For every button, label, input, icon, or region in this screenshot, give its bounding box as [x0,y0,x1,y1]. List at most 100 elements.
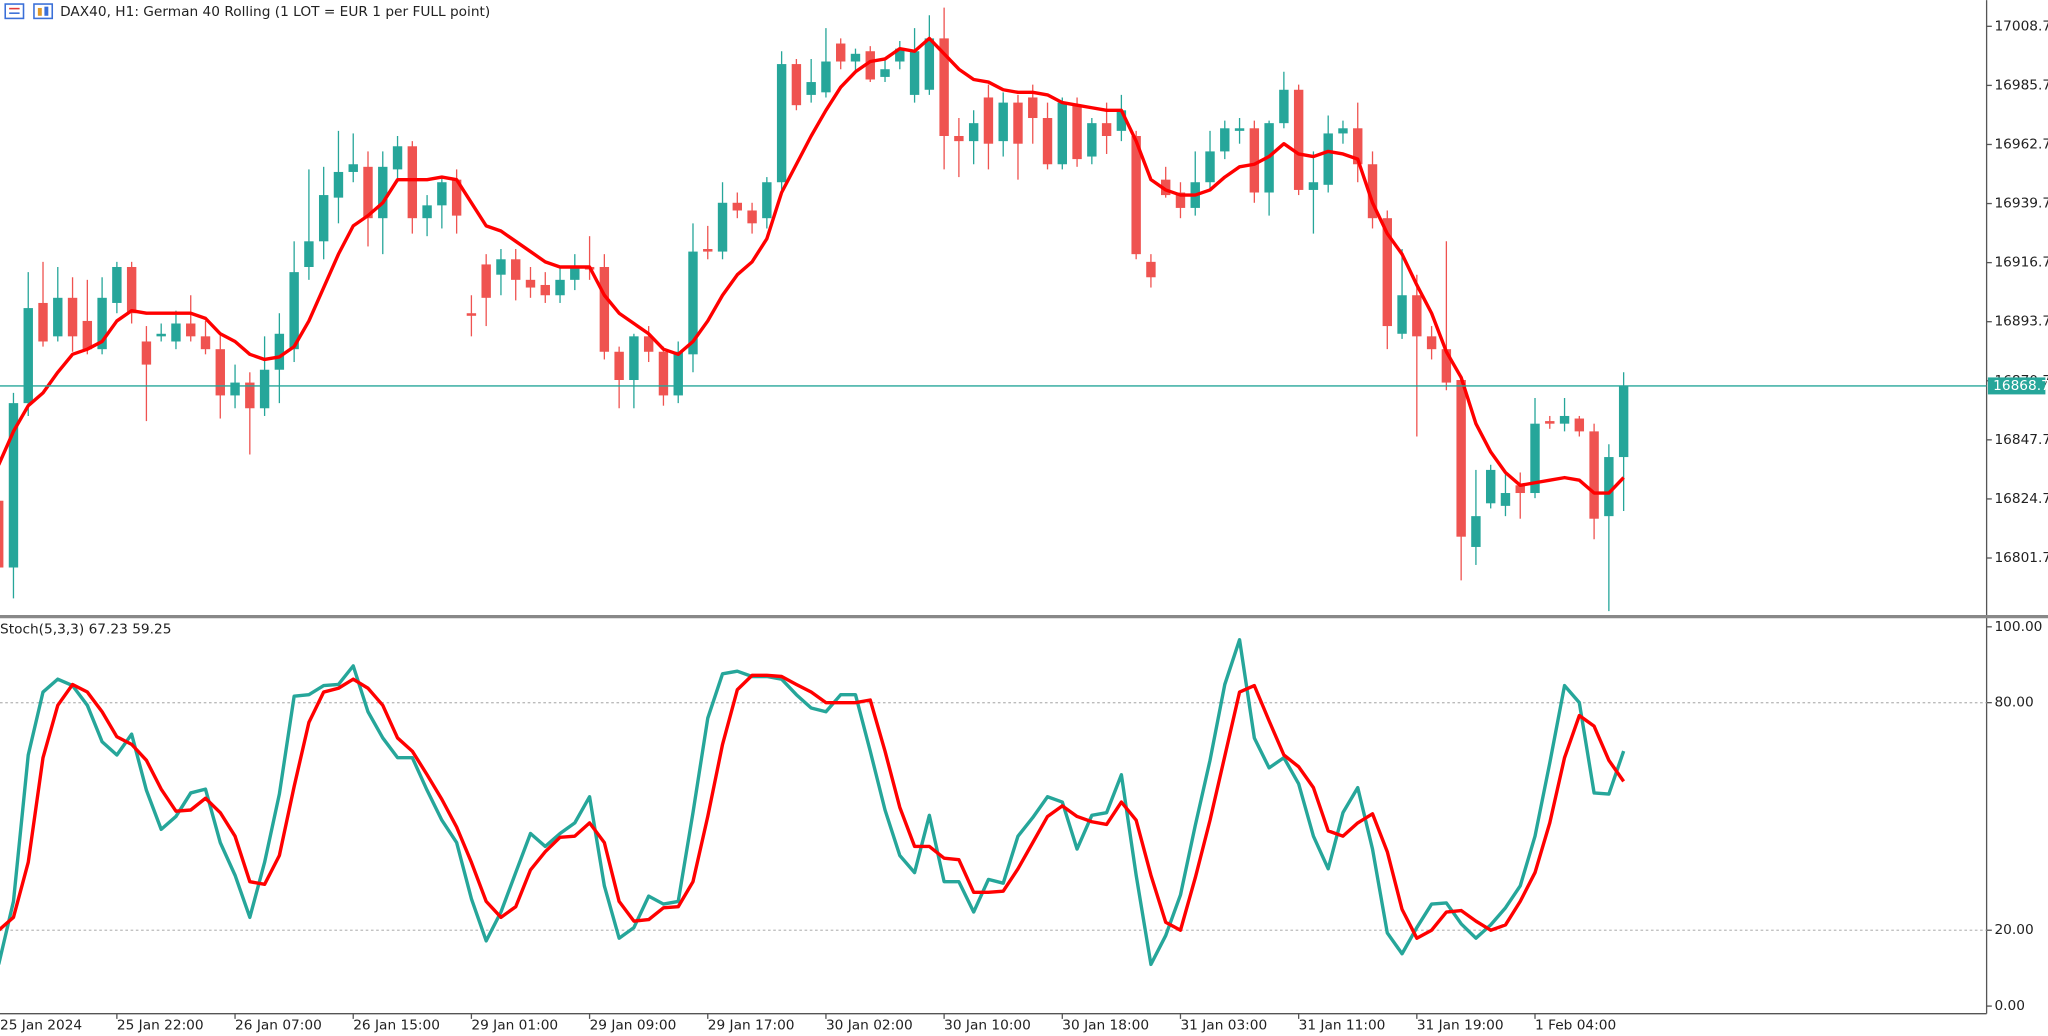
x-tick-label: 31 Jan 03:00 [1180,1017,1267,1033]
candle-body [555,279,565,296]
x-tick-label: 26 Jan 07:00 [235,1017,322,1033]
candle-body [614,351,624,381]
candle-body [407,146,418,219]
stoch-line [0,673,1626,940]
candle-body [496,259,506,275]
candle-body [1471,516,1481,547]
y-tick-label: 16939.7 [1994,196,2048,212]
y-tick-label: 16985.7 [1994,77,2048,93]
candle-body [1397,295,1407,334]
candle-body [1042,118,1053,165]
candle-body [747,210,757,224]
candle-body [1249,128,1260,193]
candle-body [599,266,610,352]
candle-body [304,241,314,267]
candle-body [525,279,536,288]
candle-body [895,48,905,62]
candle-body [850,53,861,62]
candle-body [53,297,63,337]
stoch-line [0,638,1626,967]
icon-menu[interactable] [4,3,25,20]
candle-body [1412,295,1422,337]
candle-body [954,135,964,142]
candle-body [1057,102,1067,165]
main-pane [0,7,1987,612]
candle-body [1160,179,1171,196]
candle-body [318,195,329,242]
x-tick-label: 25 Jan 22:00 [117,1017,204,1033]
candle-body [1500,493,1511,506]
candle-body [23,308,33,404]
candle-body [1456,380,1466,537]
x-tick-label: 30 Jan 18:00 [1062,1017,1149,1033]
symbol-title: DAX40, H1: German 40 Rolling (1 LOT = EU… [60,4,490,20]
candle-body [983,97,994,144]
candle-body [1116,110,1127,131]
candle-body [865,51,875,80]
candle-body [629,336,639,381]
current-price-box [1987,377,2046,395]
candle-body [481,264,491,298]
candle-body [1087,123,1097,157]
candle-body [466,313,477,316]
x-tick-label: 30 Jan 10:00 [944,1017,1031,1033]
candle-body [38,302,48,342]
candle-body [245,382,255,409]
candle-body [392,146,403,170]
candle-body [821,61,831,93]
candle-body [378,166,388,219]
candle-body [1234,128,1245,131]
header-icons[interactable] [4,3,54,20]
candle-body [274,333,285,370]
candle-body [422,205,432,219]
candle-body [998,102,1008,142]
x-tick-label: 29 Jan 17:00 [708,1017,795,1033]
candle-body [1353,128,1363,165]
stoch-pane [0,638,1987,967]
candle-body [673,351,683,396]
x-tick-label: 1 Feb 04:00 [1535,1017,1616,1033]
candle-body [289,272,299,350]
x-tick-label: 31 Jan 19:00 [1417,1017,1504,1033]
icon-chart[interactable] [33,3,54,20]
candle-body [186,323,196,337]
stoch-k-value: 67.23 [89,622,128,638]
candle-body [348,164,358,172]
candle-body [703,249,713,252]
current-price-label: 16868.7 [1993,378,2048,394]
candle-body [1530,423,1540,494]
candle-body [363,166,373,219]
candle-body [924,38,935,90]
candle-body [1279,89,1289,124]
candle-body [540,284,550,296]
candle-body [1338,128,1348,134]
y-tick-label: 16801.7 [1994,550,2048,566]
candle-body [732,202,743,211]
candle-body [1382,218,1392,327]
candle-body [688,251,698,355]
candle-body [880,69,890,77]
candle-body [1146,261,1156,278]
candle-body [511,259,521,280]
candle-body [1323,133,1333,185]
moving-average [0,36,1625,495]
x-tick-label: 29 Jan 01:00 [471,1017,558,1033]
candle-body [230,382,240,396]
candle-body [909,51,920,95]
candle-body [717,202,728,252]
x-tick-label: 29 Jan 09:00 [590,1017,677,1033]
candle-body [836,43,846,62]
x-tick-label: 26 Jan 15:00 [353,1017,440,1033]
candle-body [1308,182,1319,190]
candle-body [1574,418,1585,432]
candle-body [1072,105,1082,160]
y-tick-label: 20.00 [1994,922,2033,938]
header-bg [0,0,432,22]
candle-body [1367,164,1378,219]
candle-body [259,369,270,409]
candle-body [1604,457,1614,517]
candle-body [82,320,93,350]
candle-body [1028,97,1038,119]
y-tick-label: 17008.7 [1994,18,2048,34]
